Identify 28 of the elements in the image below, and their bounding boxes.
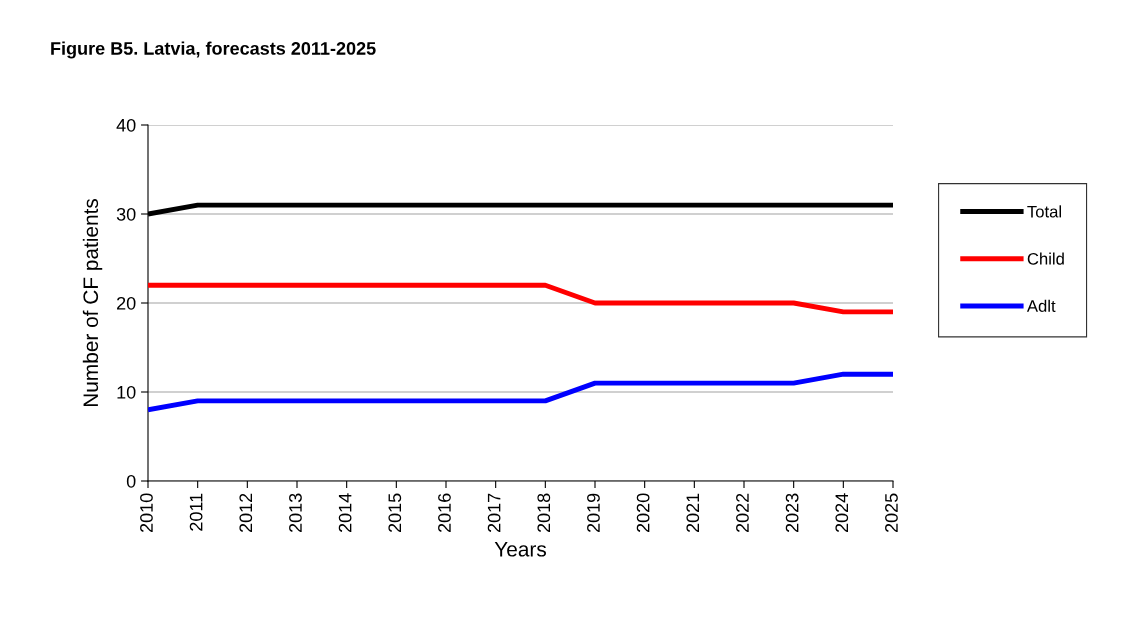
x-tick-label: 2025 — [885, 493, 898, 533]
x-tick-label: 2024 — [835, 493, 849, 533]
chart-title: Figure B5. Latvia, forecasts 2011-2025 — [51, 41, 376, 59]
x-tick-label: 2012 — [239, 493, 253, 533]
x-tick-label: 2017 — [487, 493, 501, 533]
x-tick-label: 2021 — [686, 493, 700, 533]
line-series — [148, 371, 893, 413]
x-tick-label: 2020 — [636, 493, 650, 533]
x-tick-label: 2023 — [785, 493, 799, 533]
x-tick-label: 2011 — [189, 493, 203, 531]
y-tick-label: 40 — [116, 118, 136, 132]
y-tick-label: 30 — [116, 207, 136, 221]
legend-label: Child — [1027, 252, 1064, 265]
x-tick-label: 2013 — [289, 493, 302, 533]
y-tick-label: 0 — [126, 474, 136, 488]
x-tick-label: 2014 — [338, 493, 352, 533]
x-tick-label: 2015 — [388, 493, 402, 533]
legend-label: Adlt — [1026, 299, 1056, 312]
x-tick-label: 2010 — [140, 493, 153, 533]
y-tick-label: 20 — [117, 296, 136, 310]
x-axis-title: Years — [494, 542, 547, 557]
x-tick-label: 2022 — [736, 493, 749, 533]
y-axis-title: Number of CF patients — [82, 198, 103, 407]
x-tick-label: 2016 — [438, 493, 451, 533]
legend-label: Total — [1027, 205, 1061, 218]
x-tick-label: 2019 — [587, 493, 600, 533]
x-tick-label: 2018 — [537, 493, 551, 533]
y-tick-label: 10 — [117, 385, 136, 399]
